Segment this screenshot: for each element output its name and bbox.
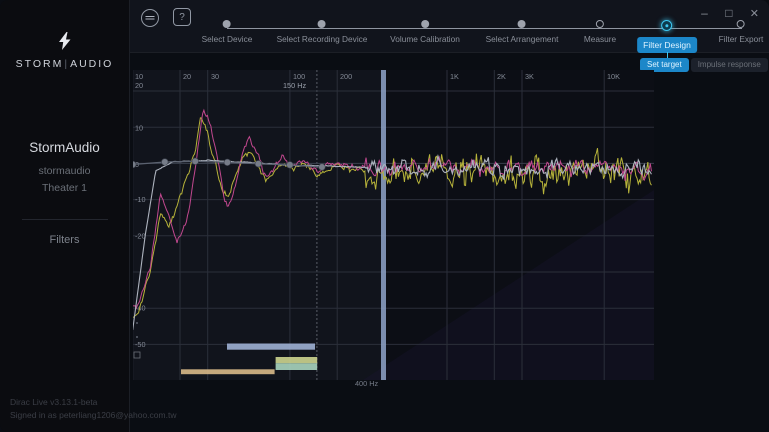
svg-text:10: 10 [135,72,143,81]
svg-text:100: 100 [293,72,305,81]
svg-text:30: 30 [211,72,219,81]
svg-text:20: 20 [135,81,143,90]
svg-text:150 Hz: 150 Hz [283,81,306,90]
svg-text:10K: 10K [607,72,620,81]
svg-text:2K: 2K [497,72,506,81]
svg-text:-50: -50 [135,340,146,349]
svg-text:-10: -10 [135,195,146,204]
svg-text:10: 10 [135,124,143,133]
svg-text:200: 200 [340,72,352,81]
svg-text:-20: -20 [135,231,146,240]
svg-text:1K: 1K [450,72,459,81]
svg-text:20: 20 [183,72,191,81]
svg-text:3K: 3K [525,72,534,81]
